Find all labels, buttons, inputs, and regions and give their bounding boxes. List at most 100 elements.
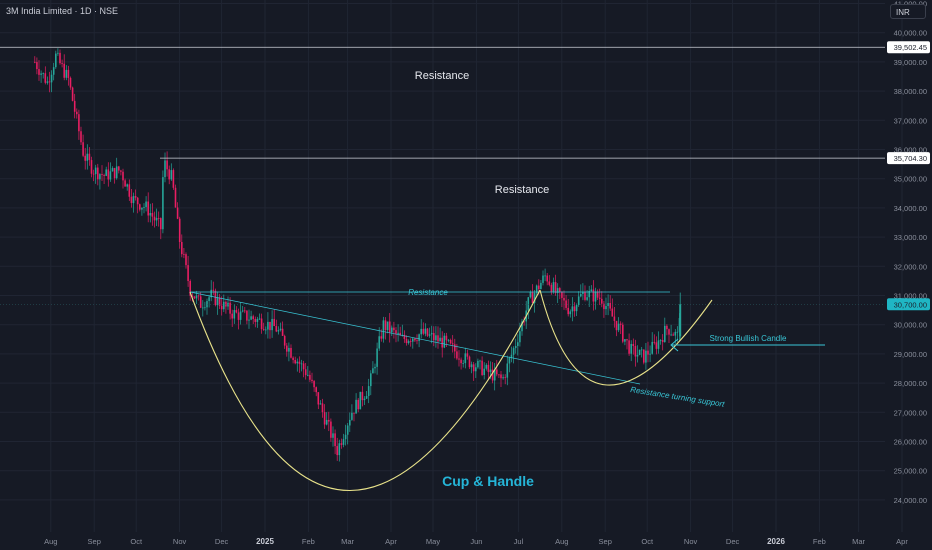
candle-body [256, 319, 259, 322]
candle-body [115, 166, 118, 179]
candle-body [52, 67, 55, 75]
candle-body [456, 351, 458, 359]
y-tick-label: 38,000.00 [894, 87, 927, 96]
candle-body [340, 443, 343, 445]
candle-body [443, 335, 446, 348]
candle-body [529, 292, 532, 298]
candle-body [475, 367, 477, 372]
chart-title: 3M India Limited · 1D · NSE [6, 6, 119, 16]
candle-body [512, 348, 515, 355]
candle-body [155, 218, 158, 221]
candle-body [145, 201, 147, 208]
candle-body [132, 196, 135, 204]
candle-body [500, 374, 502, 379]
y-tick-label: 28,000.00 [894, 379, 927, 388]
candle-body [405, 338, 408, 344]
x-tick-label: Apr [385, 537, 397, 546]
candle-body [88, 153, 91, 161]
x-tick-label: Nov [684, 537, 698, 546]
candle-body [290, 347, 292, 358]
candle-body [382, 320, 385, 339]
y-tick-label: 34,000.00 [894, 204, 927, 213]
candle-body [460, 359, 462, 364]
x-tick-label: Aug [555, 537, 568, 546]
candle-body [630, 343, 632, 354]
candle-body [50, 74, 53, 83]
candle-body [573, 306, 576, 312]
candle-body [451, 343, 454, 345]
candle-body [134, 196, 137, 198]
price-tag-bg [887, 152, 930, 165]
candle-body [34, 61, 36, 63]
candle-body [262, 329, 265, 330]
candle-body [435, 335, 437, 341]
candle-body [586, 297, 588, 300]
candle-body [672, 334, 674, 336]
candle-body [565, 300, 567, 308]
candle-body [330, 421, 332, 438]
candle-body [433, 333, 435, 341]
candle-body [504, 377, 506, 379]
candle-body [466, 353, 469, 357]
x-tick-label: Mar [852, 537, 865, 546]
candle-body [122, 171, 124, 181]
candle-body [160, 218, 162, 230]
candle-body [334, 433, 336, 447]
candle-body [189, 281, 191, 296]
candle-body [449, 339, 452, 344]
candle-body [647, 350, 649, 355]
candle-body [71, 87, 74, 101]
candle-body [598, 297, 601, 299]
candle-body [584, 291, 586, 300]
candle-body [420, 328, 422, 335]
currency-selector[interactable]: INR [890, 4, 926, 19]
candle-body [609, 303, 611, 309]
candle-body [521, 321, 523, 332]
candle-body [120, 170, 122, 172]
candle-body [441, 337, 443, 348]
candle-body [82, 142, 84, 156]
candle-body [552, 282, 555, 292]
candle-body [542, 275, 544, 283]
candle-body [275, 326, 278, 332]
candle-body [109, 171, 112, 180]
candle-body [611, 308, 614, 317]
candle-body [78, 114, 80, 132]
candle-body [372, 368, 374, 374]
candle-body [300, 363, 303, 365]
candle-body [237, 312, 240, 320]
candle-body [233, 310, 236, 319]
candle-body [313, 381, 315, 388]
candle-body [378, 336, 380, 349]
candle-body [40, 73, 42, 75]
candle-body [65, 69, 68, 78]
candle-body [523, 321, 525, 323]
candle-body [283, 335, 286, 346]
y-tick-label: 40,000.00 [894, 29, 927, 38]
candle-body [485, 364, 488, 369]
y-tick-label: 24,000.00 [894, 496, 927, 505]
candle-body [199, 296, 202, 308]
candle-body [292, 357, 294, 361]
x-tick-label: May [426, 537, 440, 546]
candle-body [531, 292, 534, 303]
candle-body [527, 297, 530, 311]
y-tick-label: 26,000.00 [894, 438, 927, 447]
candle-body [246, 310, 248, 321]
x-tick-label: Jun [470, 537, 482, 546]
candle-body [162, 177, 164, 230]
candle-body [107, 169, 110, 180]
annotation-resistance-mid: Resistance [495, 184, 549, 196]
candle-body [430, 333, 433, 335]
candle-body [76, 111, 78, 115]
candle-body [344, 434, 347, 440]
trend-line [189, 291, 641, 385]
candle-body [281, 328, 284, 336]
candle-body [554, 282, 557, 293]
candle-body [241, 310, 244, 312]
y-tick-label: 30,000.00 [894, 321, 927, 330]
candle-body [97, 167, 99, 180]
candle-body [258, 318, 261, 320]
price-tag-bg [887, 298, 930, 311]
